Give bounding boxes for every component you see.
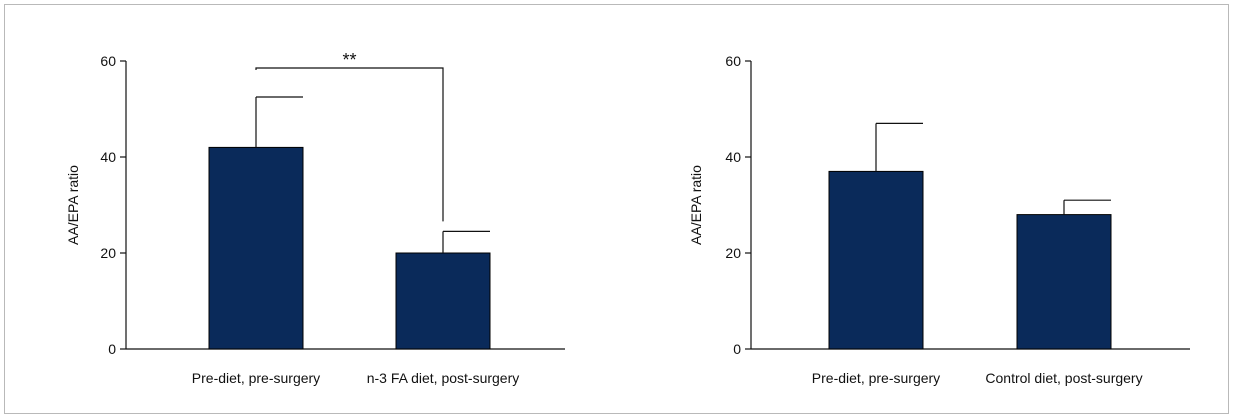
chart1-significance-bracket [255,67,444,222]
chart1-y-tick-label: 0 [108,341,116,357]
chart2-bar [828,170,924,350]
chart2-y-tick-label: 0 [733,341,741,357]
chart1-bar [395,252,491,350]
chart2-y-tick-label: 40 [725,149,741,165]
chart2-category-label: Control diet, post-surgery [985,370,1142,386]
chart1-category-label: n-3 FA diet, post-surgery [367,370,520,386]
chart1-significance-label: ** [342,50,356,70]
chart1-bar [208,146,304,350]
chart1-y-tick-label: 20 [100,245,116,261]
chart2-y-tick-label: 20 [725,245,741,261]
chart1-category-label: Pre-diet, pre-surgery [192,370,320,386]
chart1-y-tick-label: 40 [100,149,116,165]
chart2-y-axis-label: AA/EPA ratio [688,165,704,245]
chart1-y-axis-label: AA/EPA ratio [65,165,81,245]
chart2-category-label: Pre-diet, pre-surgery [812,370,940,386]
chart2-bar [1016,214,1112,350]
chart1-y-tick-label: 60 [100,53,116,69]
chart2-y-tick-label: 60 [725,53,741,69]
